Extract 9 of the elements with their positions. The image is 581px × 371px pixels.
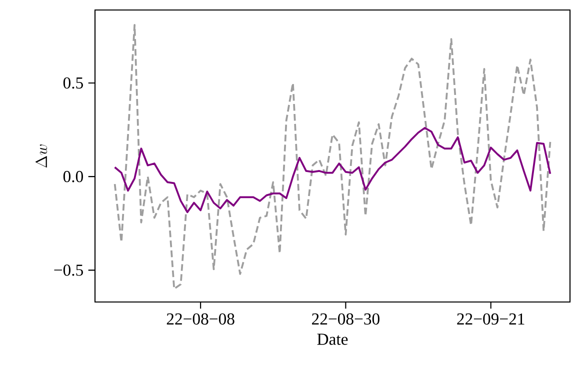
x-tick-label: 22−08−30 [312, 313, 380, 325]
y-tick-label: 0.5 [63, 77, 83, 89]
y-tick-label: −0.5 [54, 264, 83, 276]
x-tick-label: 22−09−21 [457, 313, 524, 325]
y-tick-label: 0.0 [63, 170, 83, 182]
line-series [114, 24, 552, 290]
y-axis-title: $\Delta w$ [35, 144, 48, 168]
x-axis-title: Date [317, 334, 348, 345]
x-tick-label: 22−08−08 [166, 313, 234, 325]
